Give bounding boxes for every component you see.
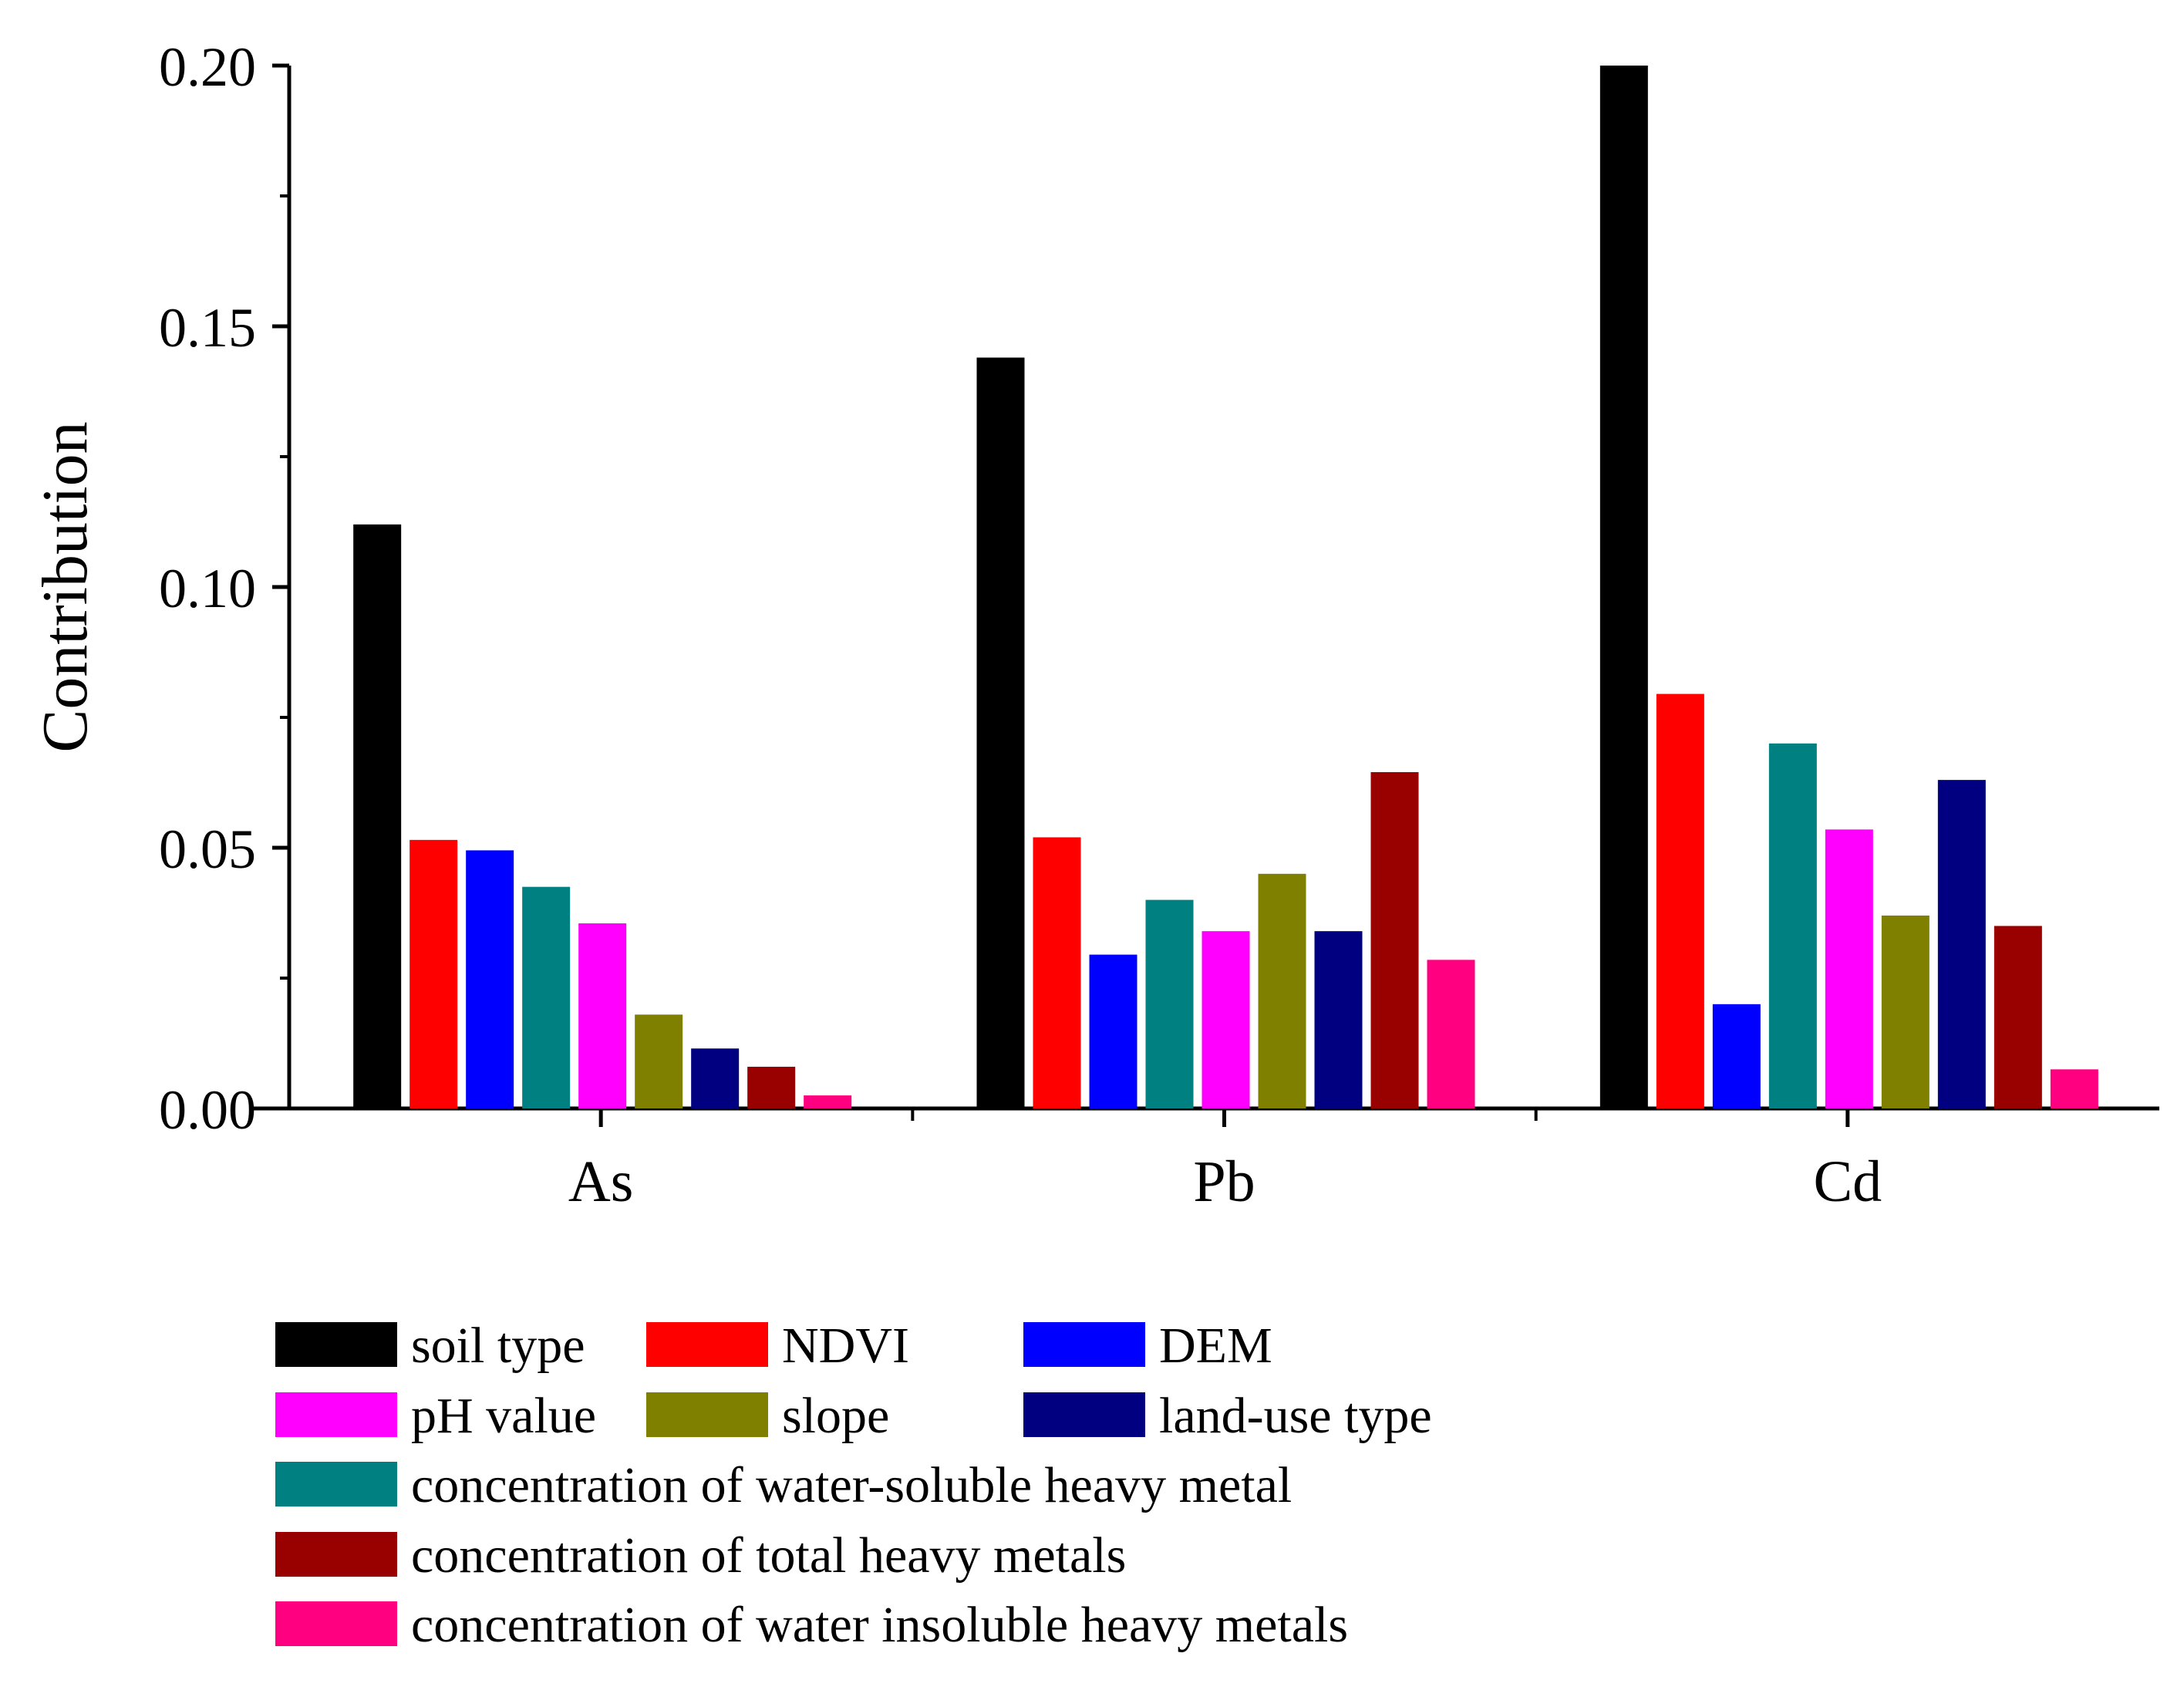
- legend-label: concentration of water-soluble heavy met…: [411, 1457, 1292, 1513]
- bar-cd-slope: [1881, 915, 1930, 1108]
- bar-as-land-use-type: [691, 1048, 740, 1108]
- y-axis-ticks: 0.00 0.05 0.10 0.15 0.20: [159, 36, 289, 1141]
- x-tick-label-cd: Cd: [1813, 1149, 1882, 1214]
- y-tick-label: 0.00: [159, 1079, 256, 1141]
- bar-as-ph-value: [578, 923, 627, 1108]
- legend-swatch: [275, 1601, 397, 1646]
- bar-pb-ph-value: [1202, 931, 1250, 1108]
- bar-as-slope: [635, 1014, 683, 1108]
- bar-cd-concentration-of-total-heavy-metals: [1994, 926, 2042, 1108]
- bar-as-dem: [466, 850, 514, 1108]
- bar-as-concentration-of-water-soluble-heavy-metal: [522, 886, 571, 1108]
- legend-item-concentration-of-water-soluble-heavy-metal: concentration of water-soluble heavy met…: [275, 1457, 1292, 1513]
- legend-swatch: [1023, 1392, 1145, 1437]
- legend-item-concentration-of-water-insoluble-heavy-metals: concentration of water insoluble heavy m…: [275, 1597, 1348, 1653]
- legend-swatch: [275, 1392, 397, 1437]
- legend-label: concentration of water insoluble heavy m…: [411, 1597, 1348, 1653]
- legend-swatch: [646, 1392, 768, 1437]
- bar-cd-concentration-of-water-insoluble-heavy-metals: [2050, 1069, 2098, 1108]
- bar-pb-soil-type: [976, 357, 1025, 1108]
- legend-label: concentration of total heavy metals: [411, 1527, 1126, 1584]
- bar-pb-concentration-of-water-insoluble-heavy-metals: [1427, 960, 1475, 1108]
- legend-swatch: [1023, 1322, 1145, 1367]
- bar-cd-soil-type: [1599, 66, 1648, 1108]
- bar-as-concentration-of-total-heavy-metals: [747, 1066, 796, 1108]
- bar-pb-concentration-of-water-soluble-heavy-metal: [1145, 899, 1194, 1108]
- x-tick-label-pb: Pb: [1193, 1149, 1255, 1214]
- legend-item-soil-type: soil type: [275, 1318, 585, 1374]
- bar-pb-slope: [1258, 873, 1306, 1108]
- legend-swatch: [275, 1532, 397, 1577]
- bars: [353, 66, 2098, 1108]
- legend-item-slope: slope: [646, 1388, 889, 1444]
- legend-item-ph-value: pH value: [275, 1388, 596, 1444]
- bar-cd-ndvi: [1656, 693, 1704, 1108]
- legend-item-land-use-type: land-use type: [1023, 1388, 1432, 1444]
- legend-item-dem: DEM: [1023, 1318, 1272, 1374]
- bar-as-soil-type: [353, 524, 402, 1108]
- bar-pb-dem: [1089, 954, 1138, 1108]
- legend-label: pH value: [411, 1388, 596, 1444]
- y-tick-label: 0.15: [159, 297, 256, 359]
- bar-pb-concentration-of-total-heavy-metals: [1370, 771, 1419, 1108]
- bar-cd-concentration-of-water-soluble-heavy-metal: [1768, 743, 1817, 1108]
- legend-item-ndvi: NDVI: [646, 1318, 909, 1374]
- bar-pb-land-use-type: [1314, 931, 1363, 1108]
- legend-label: DEM: [1159, 1318, 1272, 1374]
- plot-area: 0.00 0.05 0.10 0.15 0.20 As Pb Cd: [159, 36, 2159, 1214]
- legend-label: slope: [782, 1388, 889, 1444]
- bar-cd-ph-value: [1825, 829, 1873, 1108]
- y-tick-label: 0.10: [159, 558, 256, 619]
- bar-as-ndvi: [410, 839, 458, 1108]
- legend-label: land-use type: [1159, 1388, 1432, 1444]
- x-axis-ticks: As Pb Cd: [568, 1108, 1882, 1214]
- legend-swatch: [646, 1322, 768, 1367]
- bar-pb-ndvi: [1033, 837, 1081, 1108]
- legend-swatch: [275, 1322, 397, 1367]
- legend-item-concentration-of-total-heavy-metals: concentration of total heavy metals: [275, 1527, 1126, 1584]
- y-tick-label: 0.05: [159, 818, 256, 880]
- x-tick-label-as: As: [568, 1149, 633, 1214]
- legend: soil type NDVI DEM pH value slope land-use ty…: [275, 1318, 1432, 1653]
- y-axis-title: Contribution: [29, 421, 101, 752]
- y-tick-label: 0.20: [159, 36, 256, 98]
- legend-swatch: [275, 1462, 397, 1506]
- bar-as-concentration-of-water-insoluble-heavy-metals: [804, 1095, 852, 1108]
- legend-label: soil type: [411, 1318, 585, 1374]
- bar-cd-land-use-type: [1937, 780, 1986, 1108]
- legend-label: NDVI: [782, 1318, 909, 1374]
- bar-cd-dem: [1712, 1004, 1761, 1108]
